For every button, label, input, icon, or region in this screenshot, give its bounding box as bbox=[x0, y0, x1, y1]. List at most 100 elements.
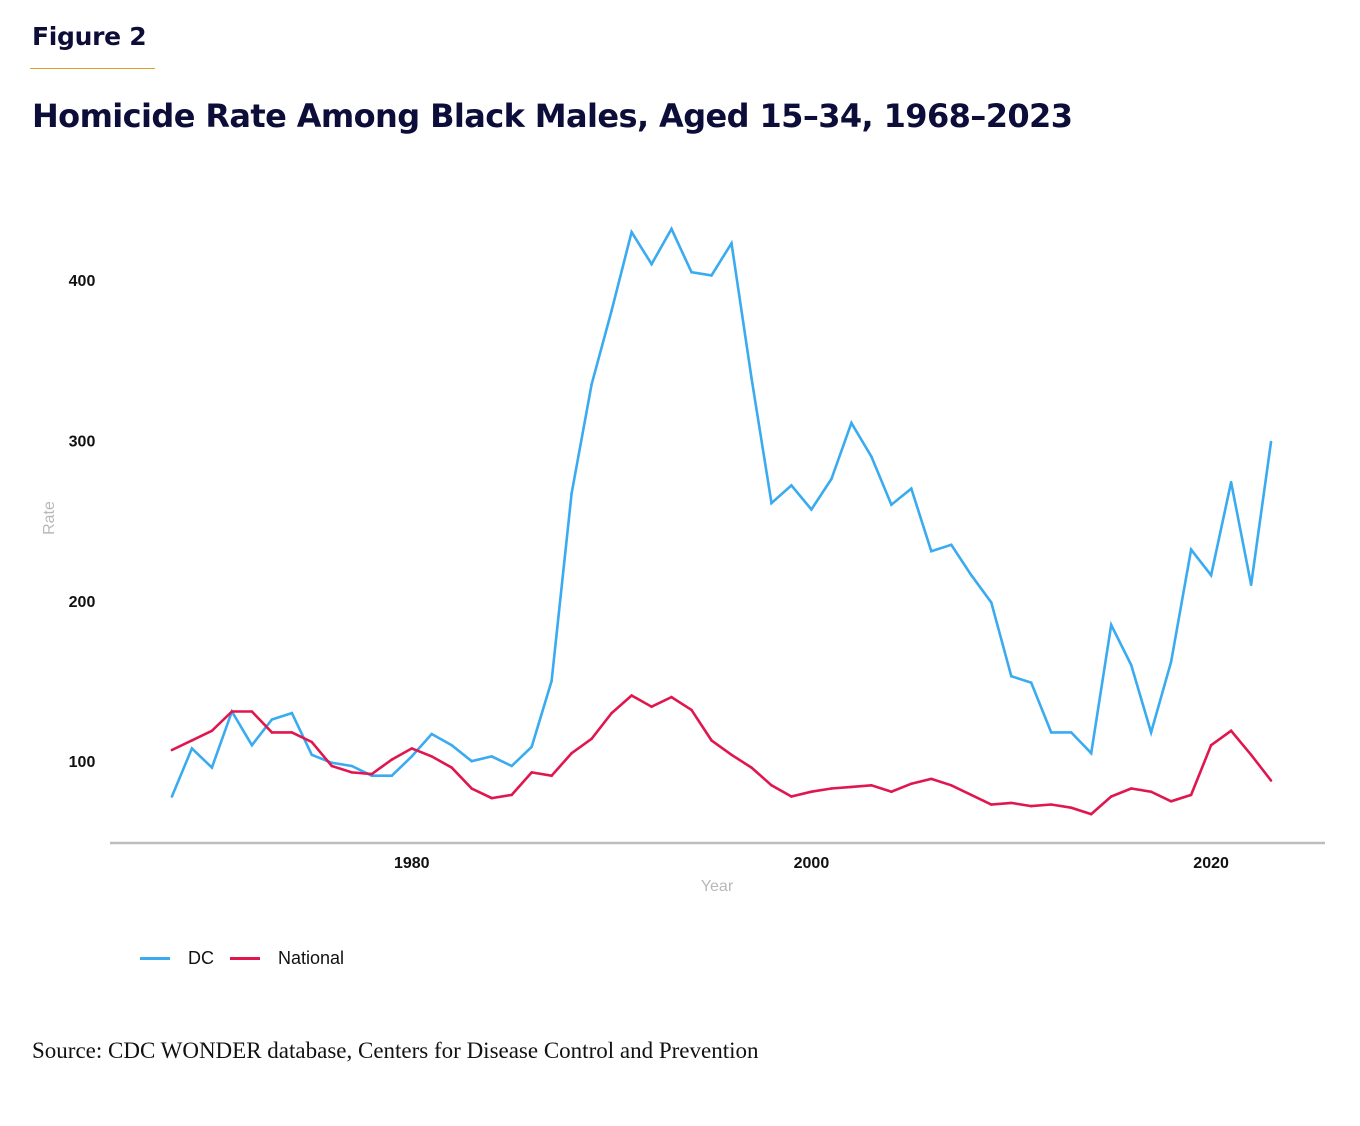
data-point-dc-1982 bbox=[450, 743, 454, 747]
y-tick-label: 100 bbox=[69, 754, 96, 771]
x-tick-label: 2020 bbox=[1193, 855, 1229, 872]
data-point-dc-2019 bbox=[1189, 548, 1193, 551]
data-point-national-1995 bbox=[710, 739, 713, 742]
data-point-dc-1994 bbox=[690, 270, 693, 274]
data-point-dc-1968 bbox=[170, 795, 174, 798]
data-point-national-2000 bbox=[810, 790, 813, 793]
data-point-national-1981 bbox=[430, 755, 434, 758]
data-point-dc-2005 bbox=[910, 487, 913, 490]
data-point-dc-2004 bbox=[890, 503, 893, 507]
figure-label-rule bbox=[30, 68, 155, 69]
data-point-national-1979 bbox=[390, 758, 394, 761]
data-point-national-1980 bbox=[410, 747, 414, 750]
data-point-national-2003 bbox=[870, 784, 873, 787]
data-point-dc-1977 bbox=[350, 764, 354, 768]
data-point-national-1971 bbox=[230, 710, 234, 713]
x-tick-label: 1980 bbox=[394, 855, 430, 872]
x-axis-title: Year bbox=[701, 878, 734, 895]
data-point-dc-1997 bbox=[750, 376, 753, 380]
data-point-dc-2018 bbox=[1169, 660, 1173, 664]
data-point-dc-2007 bbox=[950, 543, 953, 547]
data-point-national-2016 bbox=[1129, 787, 1133, 790]
data-point-dc-1991 bbox=[630, 230, 633, 234]
data-point-dc-2011 bbox=[1029, 681, 1033, 684]
data-point-dc-1986 bbox=[530, 745, 533, 749]
data-point-dc-1984 bbox=[490, 755, 494, 758]
data-point-dc-2017 bbox=[1149, 731, 1153, 734]
data-point-national-1968 bbox=[170, 748, 174, 752]
data-point-national-1989 bbox=[590, 737, 593, 741]
legend-swatch-national bbox=[230, 957, 260, 960]
data-point-national-2009 bbox=[990, 803, 993, 806]
data-point-dc-1979 bbox=[390, 774, 394, 777]
data-point-national-2017 bbox=[1149, 790, 1153, 793]
data-point-national-1974 bbox=[290, 731, 294, 734]
data-point-national-2004 bbox=[890, 790, 893, 793]
data-point-dc-2001 bbox=[830, 477, 833, 481]
data-point-dc-1981 bbox=[430, 732, 434, 736]
data-point-national-1991 bbox=[630, 694, 633, 697]
data-point-national-2021 bbox=[1229, 729, 1233, 733]
data-point-national-1992 bbox=[650, 705, 653, 708]
data-point-national-1997 bbox=[750, 766, 753, 769]
data-point-national-1999 bbox=[790, 795, 793, 798]
data-point-dc-1988 bbox=[570, 492, 573, 495]
data-point-national-2018 bbox=[1169, 800, 1173, 803]
data-point-national-2006 bbox=[930, 777, 933, 781]
data-point-dc-2000 bbox=[810, 508, 813, 511]
y-tick-label: 200 bbox=[69, 594, 96, 611]
data-point-national-1983 bbox=[470, 787, 474, 790]
data-point-dc-1995 bbox=[710, 274, 713, 277]
data-point-national-2020 bbox=[1209, 743, 1213, 747]
data-point-national-1994 bbox=[690, 708, 693, 712]
data-point-national-1985 bbox=[510, 793, 513, 797]
data-point-national-2015 bbox=[1109, 795, 1113, 798]
data-point-national-1970 bbox=[210, 729, 214, 733]
data-point-dc-1975 bbox=[310, 753, 314, 757]
data-point-national-1982 bbox=[450, 766, 454, 769]
data-point-national-2013 bbox=[1069, 806, 1073, 809]
data-point-dc-2008 bbox=[970, 573, 973, 577]
data-point-national-1978 bbox=[370, 772, 374, 776]
data-point-national-1976 bbox=[330, 764, 334, 768]
data-point-national-2002 bbox=[850, 785, 853, 789]
data-point-national-1973 bbox=[270, 731, 274, 734]
data-point-dc-2016 bbox=[1129, 663, 1133, 667]
data-point-national-2023 bbox=[1269, 779, 1273, 782]
legend-item-national[interactable]: National bbox=[230, 948, 344, 969]
data-point-national-2008 bbox=[970, 793, 973, 797]
y-axis-ticks: 100 200 300 400 bbox=[69, 273, 96, 771]
data-point-dc-2003 bbox=[870, 455, 873, 458]
data-point-dc-1990 bbox=[610, 309, 613, 312]
series-line-dc[interactable] bbox=[170, 226, 1273, 797]
data-point-national-1990 bbox=[610, 711, 613, 715]
data-point-dc-1987 bbox=[550, 679, 553, 683]
data-point-dc-2023 bbox=[1269, 440, 1273, 444]
data-point-national-1988 bbox=[570, 751, 573, 755]
data-point-dc-1992 bbox=[650, 262, 653, 266]
y-tick-label: 300 bbox=[69, 434, 96, 451]
series-line-national[interactable] bbox=[171, 693, 1273, 816]
data-point-national-1993 bbox=[670, 695, 673, 699]
data-point-national-2001 bbox=[830, 787, 833, 790]
data-point-national-2022 bbox=[1249, 753, 1253, 757]
data-point-dc-2006 bbox=[930, 549, 933, 553]
data-point-national-1972 bbox=[250, 710, 254, 713]
legend-label-national: National bbox=[278, 948, 345, 968]
chart-title: Homicide Rate Among Black Males, Aged 15… bbox=[32, 97, 1073, 135]
data-point-dc-2020 bbox=[1209, 573, 1213, 577]
x-axis-ticks: 1980 2000 2020 bbox=[394, 855, 1229, 872]
legend-swatch-dc bbox=[140, 957, 170, 960]
data-point-dc-2002 bbox=[850, 421, 853, 425]
data-point-national-2011 bbox=[1029, 804, 1033, 808]
data-point-dc-1998 bbox=[770, 501, 773, 505]
data-point-national-1984 bbox=[490, 796, 494, 800]
legend-item-dc[interactable]: DC bbox=[140, 948, 214, 969]
y-tick-label: 400 bbox=[69, 273, 96, 290]
data-point-dc-1999 bbox=[790, 484, 793, 487]
line-chart: 100 200 300 400 Rate 1980 2000 2020 Year bbox=[41, 226, 1325, 895]
source-note: Source: CDC WONDER database, Centers for… bbox=[32, 1038, 759, 1063]
data-point-dc-2010 bbox=[1010, 674, 1013, 678]
figure-label: Figure 2 bbox=[32, 22, 147, 51]
data-point-dc-1989 bbox=[590, 383, 593, 386]
